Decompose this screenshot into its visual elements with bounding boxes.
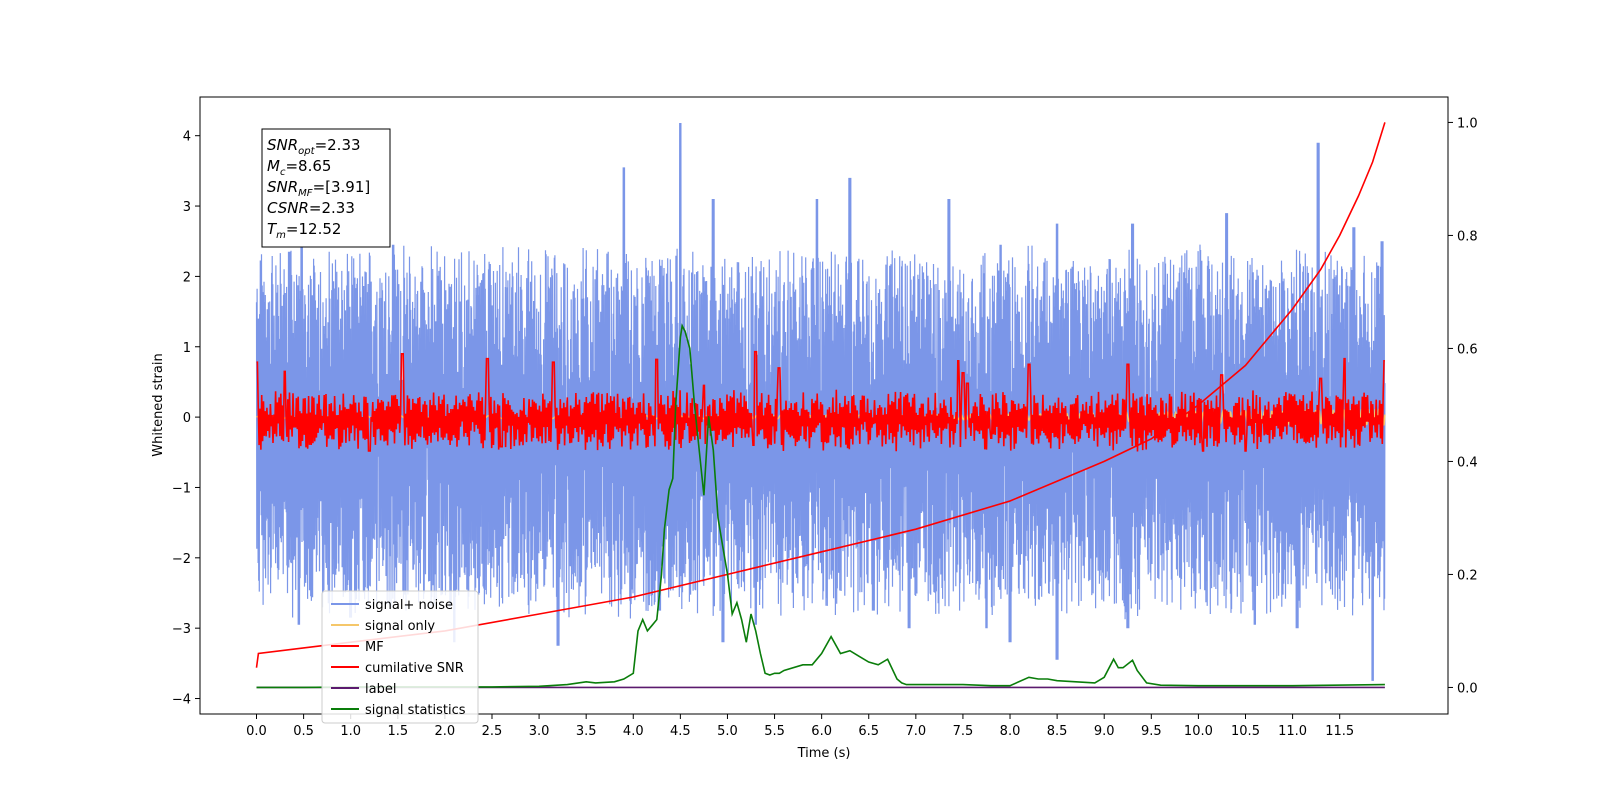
x-tick-label: 11.5 xyxy=(1325,724,1354,739)
stat-snr-mf-base: SNR xyxy=(267,178,298,196)
stats-box-frame xyxy=(261,128,391,248)
stat-snr-opt-base: SNR xyxy=(267,136,298,154)
y-tick-label: −3 xyxy=(172,622,191,637)
stats-box: SNRopt=2.33 Mc=8.65 SNRMF=[3.91] CSNR=2.… xyxy=(261,128,391,248)
x-tick-label: 8.5 xyxy=(1047,724,1068,739)
x-tick-label: 5.5 xyxy=(764,724,785,739)
legend-label-label: label xyxy=(365,682,396,697)
stat-tm-sub: m xyxy=(276,230,286,241)
legend-label-mf: MF xyxy=(365,640,384,655)
stat-snr-opt-value: =2.33 xyxy=(315,136,361,154)
y-tick-label: −1 xyxy=(172,481,191,496)
x-tick-label: 0.0 xyxy=(246,724,267,739)
x-axis-label: Time (s) xyxy=(797,746,851,761)
y-axis-left: 4 3 2 1 0 −1 −2 −3 −4 xyxy=(172,130,200,708)
x-tick-label: 11.0 xyxy=(1278,724,1307,739)
stat-tm-base: T xyxy=(267,220,278,238)
y2-tick-label: 0.4 xyxy=(1457,455,1478,470)
stat-chirp-mass-sub: c xyxy=(280,167,286,178)
x-tick-label: 3.0 xyxy=(529,724,550,739)
y2-tick-label: 0.8 xyxy=(1457,229,1478,244)
x-axis: 0.0 0.5 1.0 1.5 2.0 2.5 3.0 3.5 4.0 4.5 5.0 5.5 6.0 6… xyxy=(246,714,1354,739)
stat-chirp-mass: Mc=8.65 xyxy=(267,157,331,178)
legend: signal+ noise signal only MF cumilative … xyxy=(321,590,479,724)
axes-frame xyxy=(199,96,1449,715)
y2-tick-label: 0.6 xyxy=(1457,342,1478,357)
x-tick-label: 1.5 xyxy=(387,724,408,739)
y2-tick-label: 1.0 xyxy=(1457,116,1478,131)
x-tick-label: 4.0 xyxy=(623,724,644,739)
stat-snr-mf-value: =[3.91] xyxy=(313,178,371,196)
stat-snr-mf: SNRMF=[3.91] xyxy=(267,178,370,199)
legend-label-signal-only: signal only xyxy=(365,619,435,634)
y-tick-label: −4 xyxy=(172,693,191,708)
x-tick-label: 2.0 xyxy=(435,724,456,739)
stat-tm: Tm=12.52 xyxy=(267,220,341,241)
stat-snr-opt: SNRopt=2.33 xyxy=(267,136,361,157)
x-tick-label: 0.5 xyxy=(293,724,314,739)
stat-csnr-value: =2.33 xyxy=(309,199,355,217)
x-tick-label: 2.5 xyxy=(482,724,503,739)
legend-label-signal-noise: signal+ noise xyxy=(365,598,453,613)
y-tick-label: 0 xyxy=(183,411,191,426)
y-tick-label: 2 xyxy=(183,270,191,285)
x-tick-label: 9.5 xyxy=(1141,724,1162,739)
x-tick-label: 4.5 xyxy=(670,724,691,739)
x-tick-label: 7.0 xyxy=(905,724,926,739)
stat-csnr: CSNR=2.33 xyxy=(267,199,355,217)
stat-snr-opt-sub: opt xyxy=(298,146,315,157)
x-tick-label: 6.0 xyxy=(811,724,832,739)
stat-chirp-mass-value: =8.65 xyxy=(285,157,331,175)
series-signal-statistics-line xyxy=(256,323,1385,689)
x-tick-label: 10.5 xyxy=(1231,724,1260,739)
legend-frame xyxy=(321,590,479,724)
stat-tm-value: =12.52 xyxy=(286,220,342,238)
y-axis-right: 1.0 0.8 0.6 0.4 0.2 0.0 xyxy=(1448,116,1478,696)
x-tick-label: 6.5 xyxy=(858,724,879,739)
x-tick-label: 1.0 xyxy=(340,724,361,739)
y2-tick-label: 0.2 xyxy=(1457,568,1478,583)
y2-tick-label: 0.0 xyxy=(1457,681,1478,696)
y-tick-label: 4 xyxy=(183,130,191,145)
series-mf-line xyxy=(256,350,1385,452)
y-tick-label: 1 xyxy=(183,341,191,356)
stat-chirp-mass-base: M xyxy=(267,157,280,175)
x-tick-label: 10.0 xyxy=(1184,724,1213,739)
series-signal-noise-line xyxy=(255,122,1386,681)
x-tick-label: 9.0 xyxy=(1094,724,1115,739)
legend-label-signal-statistics: signal statistics xyxy=(365,703,466,718)
stat-snr-mf-sub: MF xyxy=(298,188,313,199)
y-axis-label: Whitened strain xyxy=(151,353,166,456)
legend-label-cumulative-snr: cumilative SNR xyxy=(365,661,464,676)
stat-csnr-base: CSNR xyxy=(267,199,309,217)
y-tick-label: 3 xyxy=(183,200,191,215)
y-tick-label: −2 xyxy=(172,552,191,567)
x-tick-label: 8.0 xyxy=(1000,724,1021,739)
x-tick-label: 3.5 xyxy=(576,724,597,739)
x-tick-label: 7.5 xyxy=(953,724,974,739)
x-tick-label: 5.0 xyxy=(717,724,738,739)
